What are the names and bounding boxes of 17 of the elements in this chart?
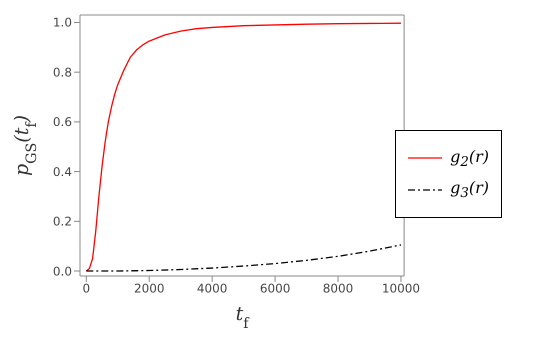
x-tick-label: 0 — [82, 282, 90, 296]
x-axis-title: t$_{f}$ — [236, 303, 250, 332]
x-tick-label: 6000 — [260, 282, 290, 296]
x-tick-label: 8000 — [322, 282, 354, 296]
x-tick-label: 2000 — [134, 282, 165, 296]
line-series — [86, 244, 402, 272]
line-series — [86, 22, 402, 272]
x-tick-label: 10000 — [382, 282, 420, 296]
legend-label: g$_{2}$(r) — [450, 146, 489, 170]
legend-label: g$_{3}$(r) — [450, 178, 489, 202]
x-tick-label: 4000 — [196, 282, 228, 296]
y-tick-label: 1.0 — [52, 16, 72, 30]
y-tick-label: 0.6 — [52, 115, 72, 130]
y-tick-label: 0.4 — [52, 164, 72, 179]
y-tick-label: 0.0 — [52, 264, 72, 278]
y-tick-label: 0.2 — [52, 214, 72, 229]
y-tick-label: 0.8 — [52, 65, 72, 80]
